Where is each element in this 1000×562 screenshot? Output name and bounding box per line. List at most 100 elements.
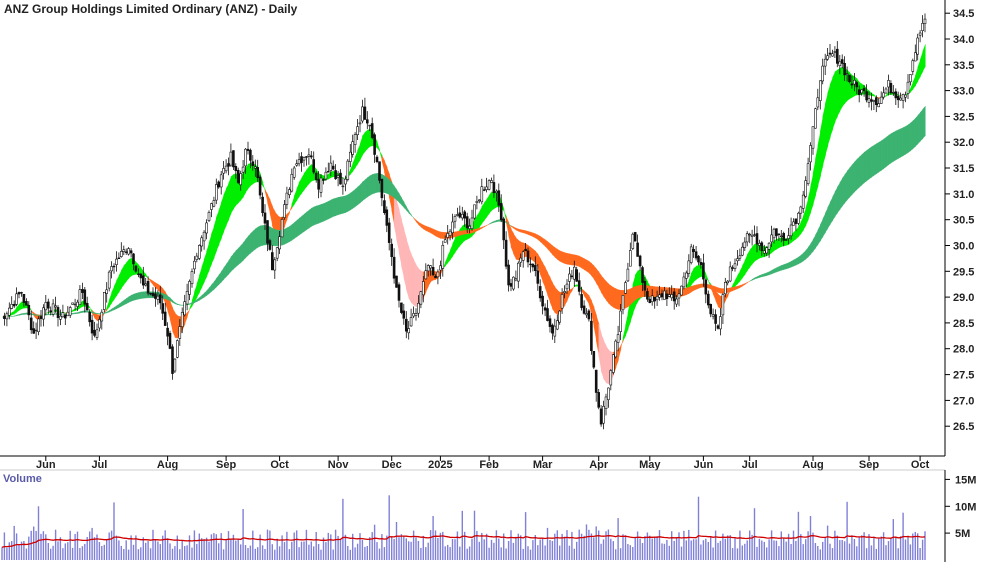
volume-bar	[814, 543, 817, 560]
candle	[25, 298, 28, 306]
candle	[307, 148, 311, 165]
candle	[234, 163, 238, 179]
volume-bar	[546, 527, 549, 560]
band-segment	[479, 206, 483, 228]
candle	[555, 314, 559, 331]
volume-bar	[132, 544, 135, 560]
band-segment	[586, 259, 590, 274]
candle	[173, 358, 177, 373]
candle	[353, 132, 357, 153]
volume-bar	[376, 542, 378, 560]
band-segment	[505, 216, 510, 236]
candle	[137, 268, 140, 278]
time-tick-label: Apr	[589, 459, 609, 471]
band-segment	[196, 275, 200, 298]
price-tick-label: 33.5	[953, 60, 974, 72]
candle	[380, 178, 384, 207]
candle	[424, 263, 428, 280]
time-axis-ticks: Jun Jul Aug Sep Oct Nov Dec 2025 Feb Mar Apr May Jun…	[36, 456, 930, 471]
band-segment	[111, 307, 115, 312]
candle	[392, 248, 396, 284]
candle	[278, 231, 281, 254]
candle	[806, 157, 810, 186]
candle	[66, 306, 70, 317]
volume-bar	[447, 544, 449, 560]
candle	[124, 248, 128, 255]
volume-bar	[856, 546, 858, 560]
candle	[570, 269, 574, 280]
candle	[721, 292, 725, 324]
band-segment	[856, 156, 860, 190]
volume-bar	[74, 534, 76, 560]
band-segment	[827, 84, 831, 146]
band-segment	[825, 93, 829, 156]
volume-bar	[882, 532, 885, 560]
candle	[117, 252, 121, 259]
volume-bar	[184, 546, 186, 560]
band-segment	[815, 145, 819, 196]
volume-bar	[605, 531, 607, 560]
band-segment	[554, 247, 558, 260]
volume-bar	[364, 546, 366, 560]
volume-bar	[797, 511, 800, 560]
volume-bar	[807, 531, 809, 560]
volume-bar	[164, 530, 166, 560]
volume-bar	[179, 549, 181, 560]
band-segment	[620, 337, 624, 350]
volume-bar	[899, 536, 902, 560]
band-segment	[537, 253, 541, 275]
band-segment	[291, 222, 295, 241]
candle	[533, 256, 537, 277]
band-segment	[600, 275, 605, 297]
volume-bar	[714, 530, 717, 560]
volume-bar	[403, 536, 405, 560]
band-segment	[851, 161, 855, 195]
volume-bar	[317, 544, 320, 560]
band-segment	[593, 307, 597, 341]
candle	[29, 310, 33, 334]
band-segment	[532, 232, 536, 239]
time-tick-label: Aug	[802, 459, 823, 471]
band-segment	[201, 259, 205, 288]
band-segment	[542, 237, 546, 247]
candle	[68, 305, 72, 318]
band-segment	[820, 116, 824, 176]
candle	[300, 152, 303, 172]
band-segment	[199, 295, 203, 301]
volume-bar	[201, 538, 203, 560]
volume-bar	[369, 537, 371, 560]
band-segment	[591, 300, 595, 327]
candle	[709, 303, 713, 318]
band-segment	[113, 280, 118, 300]
volume-bar	[568, 545, 571, 560]
candle	[889, 80, 893, 95]
volume-bar	[213, 533, 215, 560]
band-segment	[342, 195, 346, 214]
volume-bar	[580, 533, 583, 560]
candle	[665, 289, 669, 306]
candle	[288, 187, 291, 199]
volume-bar	[522, 548, 524, 560]
band-segment	[837, 67, 841, 117]
time-tick-label: Jun	[694, 459, 714, 471]
volume-bar	[705, 538, 707, 560]
candle	[81, 282, 84, 299]
price-tick-label: 28.5	[953, 318, 974, 330]
volume-bar	[717, 542, 719, 560]
candle	[120, 242, 123, 258]
candle	[760, 240, 764, 256]
volume-bar	[354, 547, 356, 560]
candle	[127, 247, 130, 256]
volume-bar	[259, 534, 261, 560]
volume-bar	[76, 531, 79, 560]
candle	[536, 264, 540, 291]
candle	[870, 92, 873, 111]
candle	[650, 289, 654, 306]
candle	[565, 279, 569, 294]
candle	[755, 226, 759, 253]
volume-bar	[921, 539, 924, 560]
candle	[441, 240, 445, 277]
volume-bar	[298, 547, 300, 560]
volume-bar	[23, 541, 25, 560]
volume-bar	[468, 546, 471, 560]
